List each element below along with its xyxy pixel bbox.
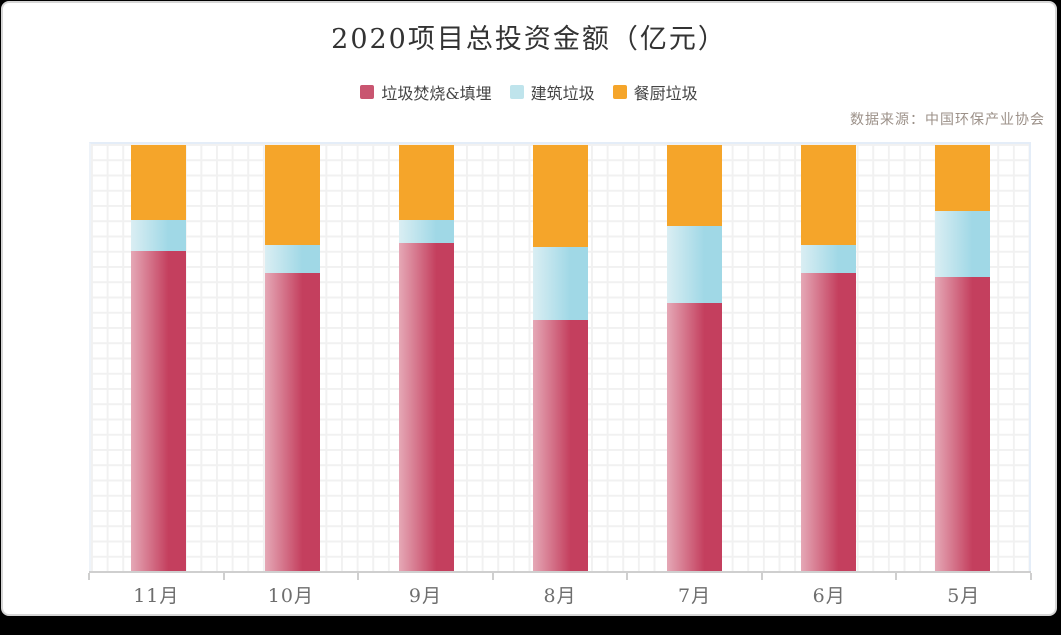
legend-swatch — [612, 85, 627, 99]
x-axis-tick — [626, 573, 629, 580]
legend: 垃圾焚烧&填埋 建筑垃圾 餐厨垃圾 — [3, 80, 1055, 104]
chart-title: 2020项目总投资金额（亿元） — [331, 24, 727, 55]
x-axis-label: 5月 — [947, 585, 981, 607]
bar-8月[interactable] — [532, 145, 588, 571]
bar-cell — [493, 145, 627, 571]
legend-item-1[interactable]: 建筑垃圾 — [509, 80, 595, 104]
bar-segment-垃圾焚烧&填埋[interactable] — [666, 302, 722, 571]
bar-segment-建筑垃圾[interactable] — [264, 245, 320, 273]
bars-layer — [91, 145, 1029, 571]
x-axis-tick — [760, 573, 763, 580]
bar-segment-建筑垃圾[interactable] — [800, 245, 856, 273]
legend-item-0[interactable]: 垃圾焚烧&填埋 — [360, 80, 492, 104]
bar-11月[interactable] — [130, 145, 186, 571]
bar-segment-垃圾焚烧&填埋[interactable] — [398, 242, 454, 571]
x-axis-label: 6月 — [812, 585, 846, 607]
x-axis-label: 8月 — [543, 585, 577, 607]
x-axis-label: 10月 — [267, 585, 314, 607]
legend-swatch — [509, 85, 524, 99]
bar-segment-餐厨垃圾[interactable] — [264, 145, 320, 246]
bar-segment-垃圾焚烧&填埋[interactable] — [532, 319, 588, 571]
bar-segment-餐厨垃圾[interactable] — [398, 145, 454, 220]
plot-area — [89, 142, 1031, 571]
bar-cell — [225, 145, 359, 571]
x-axis — [88, 571, 1032, 581]
bar-cell — [91, 145, 225, 571]
bar-10月[interactable] — [264, 145, 320, 571]
bar-segment-餐厨垃圾[interactable] — [934, 145, 990, 212]
bar-cell — [627, 145, 761, 571]
x-axis-label: 7月 — [678, 585, 712, 607]
legend-item-2[interactable]: 餐厨垃圾 — [612, 80, 698, 104]
bar-9月[interactable] — [398, 145, 454, 571]
bar-segment-建筑垃圾[interactable] — [398, 219, 454, 243]
bar-7月[interactable] — [666, 145, 722, 571]
bar-segment-餐厨垃圾[interactable] — [800, 145, 856, 246]
bar-segment-垃圾焚烧&填埋[interactable] — [800, 272, 856, 571]
x-axis-tick — [357, 573, 360, 580]
x-axis-tick — [222, 573, 225, 580]
legend-label: 建筑垃圾 — [530, 84, 595, 103]
bar-segment-建筑垃圾[interactable] — [934, 211, 990, 278]
bar-segment-建筑垃圾[interactable] — [130, 219, 186, 252]
x-axis-tick — [1030, 573, 1032, 580]
bar-segment-垃圾焚烧&填埋[interactable] — [934, 277, 990, 571]
bar-segment-餐厨垃圾[interactable] — [130, 145, 186, 220]
bar-6月[interactable] — [800, 145, 856, 571]
bar-segment-垃圾焚烧&填埋[interactable] — [264, 272, 320, 571]
data-source: 数据来源：中国环保产业协会 — [850, 112, 1045, 128]
bar-segment-餐厨垃圾[interactable] — [532, 145, 588, 248]
legend-swatch — [360, 85, 375, 99]
bar-cell — [761, 145, 895, 571]
x-axis-tick — [88, 573, 90, 580]
bar-cell — [895, 145, 1029, 571]
x-axis-tick — [491, 573, 494, 580]
bar-segment-建筑垃圾[interactable] — [532, 247, 588, 320]
x-axis-tick — [895, 573, 898, 580]
bar-cell — [359, 145, 493, 571]
x-axis-label: 11月 — [133, 585, 180, 607]
legend-label: 垃圾焚烧&填埋 — [381, 84, 492, 103]
bar-segment-垃圾焚烧&填埋[interactable] — [130, 251, 186, 571]
x-axis-label: 9月 — [408, 585, 442, 607]
chart-card: 2020项目总投资金额（亿元） 垃圾焚烧&填埋 建筑垃圾 餐厨垃圾 数据来源：中国环… — [1, 1, 1057, 616]
x-axis-labels: 11月 10月 9月 8月 7月 6月 5月 — [89, 581, 1031, 608]
bar-segment-建筑垃圾[interactable] — [666, 225, 722, 303]
bar-5月[interactable] — [934, 145, 990, 571]
bar-segment-餐厨垃圾[interactable] — [666, 145, 722, 226]
legend-label: 餐厨垃圾 — [633, 84, 698, 103]
